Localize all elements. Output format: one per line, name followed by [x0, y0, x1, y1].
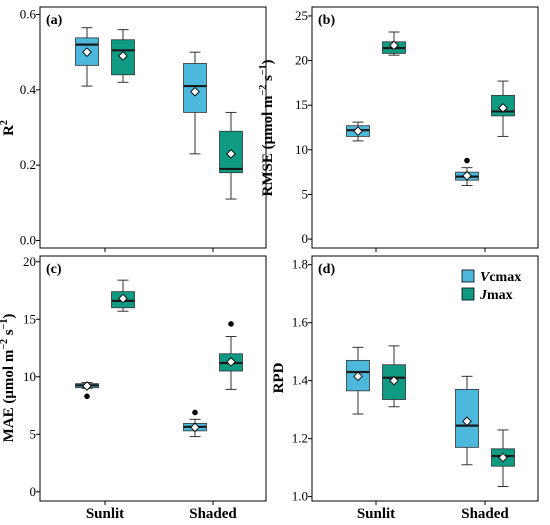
mean-marker	[190, 422, 200, 433]
legend-label-vcmax: Vcmax	[480, 270, 521, 285]
y-tick-label: 0.2	[20, 157, 36, 172]
y-tick-label: 20	[295, 53, 308, 68]
y-tick-label: 15	[23, 311, 36, 326]
panel-d-y-axis-title: RPD	[271, 362, 287, 393]
panel-c-label: (c)	[46, 262, 62, 277]
mean-marker	[226, 356, 236, 367]
mean-marker	[389, 375, 399, 386]
y-tick-label: 1.2	[292, 431, 308, 446]
panel-d: (d) RPD 1.0 1.2 1.4 1.6 1.8 Sunlit Shaded Vc…	[271, 255, 539, 522]
y-tick-label: 5	[30, 426, 37, 441]
panel-a: (a) R2 0.0 0.2 0.4 0.6	[0, 6, 267, 252]
mean-marker	[226, 149, 236, 159]
panel-a-frame	[39, 6, 267, 249]
mean-marker	[118, 293, 128, 304]
panel-d-frame	[311, 255, 539, 502]
panel-c-x-label-sunlit: Sunlit	[86, 506, 124, 522]
panel-b-frame	[311, 6, 539, 249]
mean-marker	[353, 371, 363, 382]
outlier-point	[464, 157, 470, 164]
y-tick-label: 0	[302, 231, 309, 246]
mean-marker	[389, 40, 399, 51]
panel-a-ticks: 0.0 0.2 0.4 0.6	[20, 7, 214, 252]
y-tick-label: 10	[23, 369, 36, 384]
legend-swatch-vcmax	[461, 269, 475, 283]
panel-b: (b) RMSE (μmol m−2 s−1) 0 5 10 15 20 25	[258, 6, 539, 252]
panel-c-x-label-shaded: Shaded	[189, 506, 237, 522]
y-tick-label: 0.4	[20, 82, 37, 97]
y-tick-label: 0	[30, 484, 37, 499]
panel-b-y-axis-title: RMSE (μmol m−2 s−1)	[258, 60, 276, 197]
y-tick-label: 0.6	[20, 7, 37, 22]
panel-d-label: (d)	[318, 262, 335, 277]
outlier-point	[228, 321, 234, 327]
outlier-point	[84, 393, 90, 400]
panel-a-label: (a)	[46, 13, 63, 28]
panel-c-frame	[39, 255, 267, 502]
mean-marker	[498, 452, 508, 463]
panel-d-x-label-sunlit: Sunlit	[357, 506, 395, 522]
panel-b-boxes	[346, 31, 515, 187]
y-tick-label: 1.8	[292, 257, 308, 272]
y-tick-label: 15	[295, 97, 308, 112]
panel-b-ticks: 0 5 10 15 20 25	[295, 8, 486, 252]
panel-c-y-axis-title: MAE (μmol m−2 s−1)	[0, 314, 17, 443]
mean-marker	[462, 416, 472, 427]
mean-marker	[82, 47, 92, 58]
y-tick-label: 5	[302, 186, 309, 201]
panel-d-ticks: 1.0 1.2 1.4 1.6 1.8	[292, 257, 486, 505]
mean-marker	[353, 126, 363, 136]
y-tick-label: 1.6	[292, 315, 309, 330]
panel-b-label: (b)	[318, 13, 335, 28]
legend-swatch-jmax	[461, 287, 475, 301]
y-tick-label: 25	[295, 8, 308, 23]
y-tick-label: 1.0	[292, 489, 308, 504]
panel-c-ticks: 0 5 10 15 20	[23, 254, 214, 505]
panel-c-boxes	[75, 279, 243, 438]
legend-label-jmax-rest: max	[487, 288, 513, 303]
panel-c: (c) MAE (μmol m−2 s−1) 0 5 10 15 20 Sunlit S…	[0, 254, 267, 522]
mean-marker	[190, 86, 200, 97]
mean-marker	[462, 170, 472, 181]
panel-a-y-axis-title: R2	[0, 120, 17, 136]
outlier-point	[192, 409, 198, 416]
mean-marker	[82, 381, 92, 391]
y-tick-label: 10	[295, 142, 308, 157]
legend: Vcmax Jmax	[461, 269, 521, 303]
y-tick-label: 1.4	[292, 373, 309, 388]
panel-d-boxes	[346, 345, 515, 488]
legend-label-jmax: Jmax	[479, 288, 513, 303]
y-tick-label: 0.0	[20, 232, 36, 247]
legend-label-vcmax-rest: cmax	[489, 270, 521, 285]
panel-d-x-label-shaded: Shaded	[461, 506, 509, 522]
mean-marker	[118, 51, 128, 61]
y-tick-label: 20	[23, 254, 36, 269]
mean-marker	[498, 103, 508, 113]
panel-a-boxes	[75, 27, 243, 200]
